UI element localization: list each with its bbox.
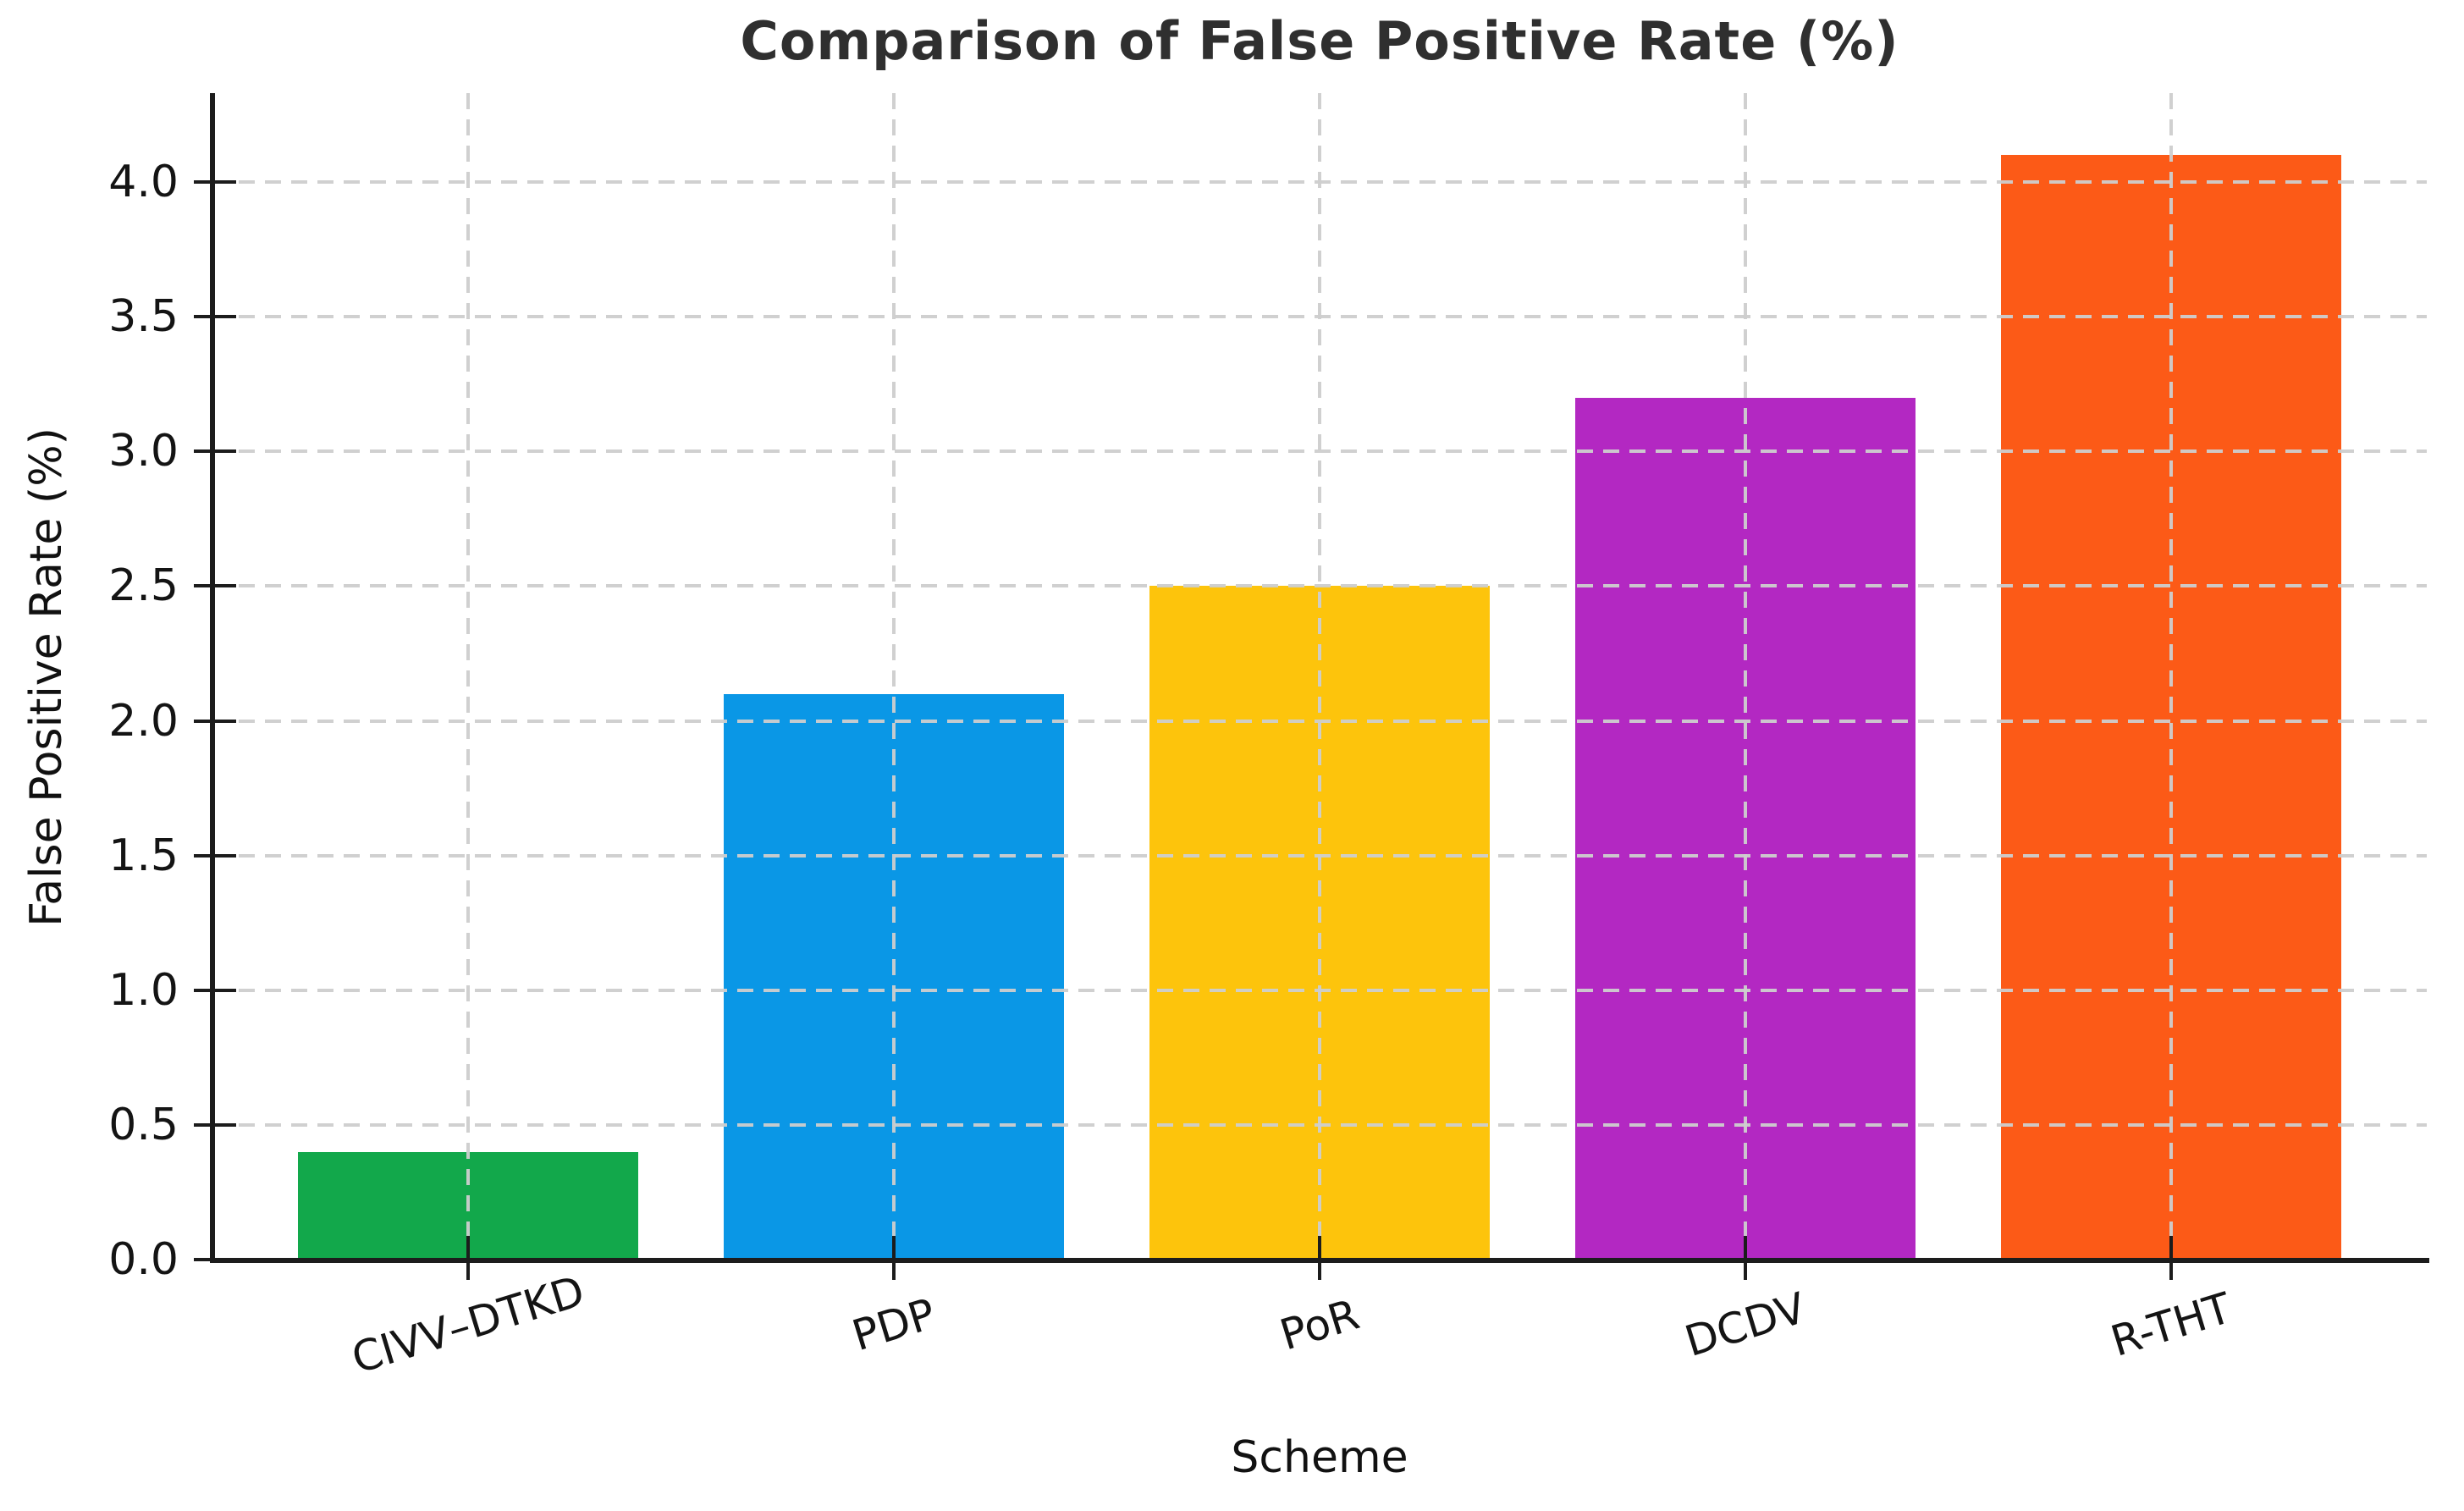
x-tick-label: CIVV–DTKD <box>345 1266 590 1384</box>
y-tick-label: 1.0 <box>108 964 179 1016</box>
y-tick-mark <box>194 584 236 588</box>
x-axis-label: Scheme <box>1231 1432 1408 1483</box>
x-gridline <box>1318 93 1321 1260</box>
x-tick-label: R-THT <box>2105 1283 2237 1366</box>
y-tick-label: 0.0 <box>108 1234 179 1285</box>
y-tick-mark <box>194 719 236 723</box>
x-axis-spine <box>210 1258 2429 1263</box>
y-tick-label: 3.0 <box>108 426 179 477</box>
y-tick-mark <box>194 180 236 185</box>
x-gridline <box>466 93 470 1260</box>
x-tick-label: PoR <box>1274 1289 1365 1360</box>
y-tick-label: 0.5 <box>108 1099 179 1150</box>
y-tick-mark <box>194 449 236 454</box>
y-tick-label: 4.0 <box>108 157 179 208</box>
y-tick-label: 2.0 <box>108 695 179 747</box>
y-tick-mark <box>194 1122 236 1127</box>
y-tick-label: 1.5 <box>108 830 179 881</box>
x-tick-label: DCDV <box>1679 1283 1811 1366</box>
x-gridline <box>891 93 896 1260</box>
y-tick-mark <box>194 853 236 858</box>
y-tick-mark <box>194 315 236 319</box>
y-tick-label: 2.5 <box>108 560 179 612</box>
y-tick-mark <box>194 988 236 992</box>
y-axis-label: False Positive Rate (%) <box>21 427 72 927</box>
y-tick-label: 3.5 <box>108 291 179 343</box>
x-gridline <box>1744 93 1748 1260</box>
x-gridline <box>2169 93 2174 1260</box>
x-tick-label: PDP <box>846 1288 941 1361</box>
chart-title: Comparison of False Positive Rate (%) <box>740 10 1899 72</box>
y-axis-spine <box>210 93 215 1263</box>
